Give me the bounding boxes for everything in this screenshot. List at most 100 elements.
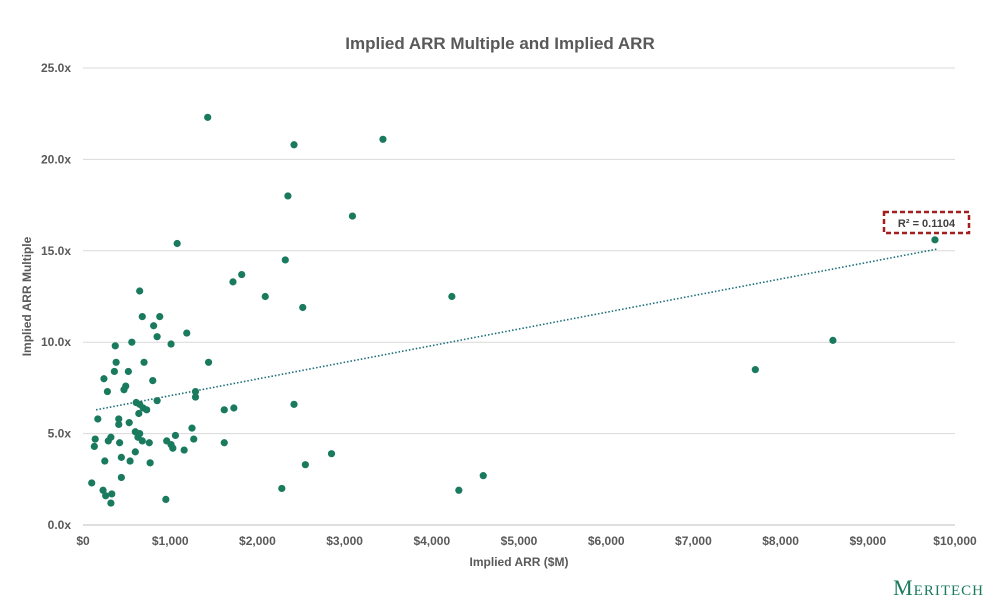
data-point <box>162 495 170 504</box>
x-tick-label: $1,000 <box>152 534 189 548</box>
data-point <box>150 322 158 330</box>
data-points <box>88 113 939 507</box>
x-tick-label: $6,000 <box>588 534 625 548</box>
data-point <box>115 415 123 423</box>
data-point <box>156 313 164 321</box>
y-tick-label: 20.0x <box>41 152 71 166</box>
data-point <box>190 435 198 443</box>
x-tick-label: $9,000 <box>849 534 886 548</box>
data-point <box>284 192 292 200</box>
data-point <box>146 459 154 467</box>
data-point <box>204 358 213 366</box>
data-point <box>327 450 336 458</box>
data-point <box>110 367 118 376</box>
x-tick-label: $8,000 <box>762 534 799 548</box>
data-point <box>153 397 161 405</box>
data-point <box>116 439 124 447</box>
data-point <box>379 135 387 143</box>
data-point <box>188 424 196 432</box>
data-point <box>115 420 123 429</box>
y-tick-label: 5.0x <box>48 427 72 441</box>
data-point <box>455 486 463 494</box>
data-point <box>281 256 289 264</box>
data-point <box>220 439 228 447</box>
data-point <box>107 433 115 441</box>
data-point <box>102 492 110 500</box>
y-tick-label: 25.0x <box>41 61 71 75</box>
data-point <box>143 406 151 414</box>
data-point <box>180 446 188 454</box>
gridlines <box>83 67 955 526</box>
x-tick-label: $0 <box>76 534 90 548</box>
data-point <box>117 453 125 461</box>
data-point <box>128 338 136 346</box>
data-point <box>183 329 191 337</box>
data-point <box>94 415 102 423</box>
meritech-logo: Meritech <box>893 575 984 600</box>
data-point <box>100 375 108 383</box>
data-point <box>140 358 148 366</box>
r-squared-label: R² = 0.1104 <box>898 218 956 230</box>
data-point <box>91 435 99 443</box>
y-tick-label: 0.0x <box>48 518 72 532</box>
data-point <box>88 479 96 487</box>
data-point <box>301 461 309 469</box>
data-point <box>173 239 181 248</box>
data-point <box>135 409 143 418</box>
data-point <box>125 419 133 427</box>
x-tick-label: $5,000 <box>501 534 538 548</box>
x-tick-label: $4,000 <box>413 534 450 548</box>
data-point <box>117 473 125 482</box>
x-axis-label: Implied ARR ($M) <box>470 555 569 569</box>
data-point <box>290 141 298 149</box>
data-point <box>138 437 146 445</box>
data-point <box>191 393 200 401</box>
data-point <box>90 442 98 450</box>
trendline <box>95 248 938 411</box>
y-axis-label: Implied ARR Multiple <box>20 236 34 356</box>
data-point <box>108 490 116 498</box>
data-point <box>120 386 128 394</box>
data-point <box>101 457 109 465</box>
y-axis-ticks: 0.0x 5.0x 10.0x 15.0x 20.0x 25.0x <box>41 61 71 532</box>
data-point <box>99 486 107 494</box>
data-point <box>191 387 200 396</box>
trendline-path <box>95 248 938 411</box>
x-tick-label: $7,000 <box>675 534 712 548</box>
data-point <box>111 342 119 350</box>
data-point <box>479 472 487 480</box>
data-point <box>112 358 120 366</box>
data-point <box>931 236 939 244</box>
data-point <box>131 448 139 456</box>
data-point <box>348 212 357 220</box>
r-squared-box <box>882 210 971 235</box>
r-squared-annotation: R² = 0.1104 <box>882 210 971 235</box>
data-point <box>167 340 175 348</box>
data-point <box>299 303 307 312</box>
x-axis-ticks: $0 $1,000 $2,000 $3,000 $4,000 $5,000 $6,000 $7… <box>76 534 977 548</box>
y-tick-label: 10.0x <box>41 335 71 349</box>
chart-title: Implied ARR Multiple and Implied ARR <box>345 34 654 53</box>
x-tick-label: $2,000 <box>239 534 276 548</box>
data-point <box>220 406 228 414</box>
data-point <box>107 499 115 507</box>
data-point <box>149 376 157 385</box>
data-point <box>169 444 177 452</box>
data-point <box>290 400 298 408</box>
data-point <box>278 484 286 493</box>
x-tick-label: $10,000 <box>933 534 977 548</box>
data-point <box>126 457 134 465</box>
x-tick-label: $3,000 <box>326 534 363 548</box>
data-point <box>448 292 456 301</box>
data-point <box>829 336 837 344</box>
y-tick-label: 15.0x <box>41 244 71 258</box>
data-point <box>751 366 759 374</box>
data-point <box>204 113 212 121</box>
data-point <box>138 313 146 321</box>
data-point <box>153 333 161 341</box>
data-point <box>238 270 246 279</box>
data-point <box>230 404 238 412</box>
data-point <box>171 431 180 440</box>
data-point <box>229 278 237 286</box>
